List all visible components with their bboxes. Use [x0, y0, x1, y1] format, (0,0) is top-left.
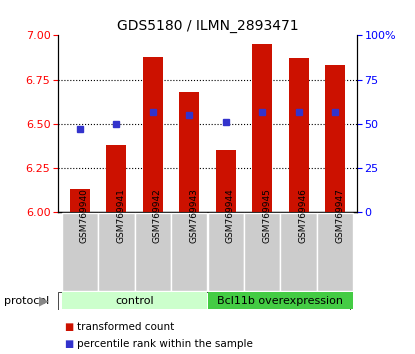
- Bar: [179, 92, 199, 212]
- Title: GDS5180 / ILMN_2893471: GDS5180 / ILMN_2893471: [117, 19, 298, 33]
- Text: GSM769943: GSM769943: [189, 188, 198, 243]
- FancyBboxPatch shape: [134, 213, 171, 291]
- FancyBboxPatch shape: [281, 213, 317, 291]
- FancyBboxPatch shape: [62, 213, 98, 291]
- FancyBboxPatch shape: [62, 292, 208, 309]
- Text: ▶: ▶: [39, 295, 49, 307]
- Text: GSM769940: GSM769940: [80, 188, 89, 243]
- FancyBboxPatch shape: [98, 213, 134, 291]
- Bar: [252, 44, 272, 212]
- Text: GSM769942: GSM769942: [153, 188, 162, 243]
- Bar: [325, 65, 345, 212]
- Text: protocol: protocol: [4, 296, 49, 306]
- Text: percentile rank within the sample: percentile rank within the sample: [77, 339, 253, 349]
- Text: ■: ■: [64, 339, 73, 349]
- Text: ■: ■: [64, 322, 73, 332]
- Text: Bcl11b overexpression: Bcl11b overexpression: [217, 296, 343, 306]
- Bar: [106, 145, 127, 212]
- Text: GSM769941: GSM769941: [116, 188, 125, 243]
- FancyBboxPatch shape: [171, 213, 208, 291]
- Text: GSM769944: GSM769944: [226, 188, 235, 243]
- Text: GSM769945: GSM769945: [262, 188, 271, 243]
- Text: GSM769946: GSM769946: [299, 188, 308, 243]
- Text: control: control: [115, 296, 154, 306]
- Text: transformed count: transformed count: [77, 322, 174, 332]
- Bar: [70, 189, 90, 212]
- Text: GSM769947: GSM769947: [335, 188, 344, 243]
- Bar: [216, 150, 236, 212]
- Bar: [288, 58, 309, 212]
- FancyBboxPatch shape: [317, 213, 353, 291]
- FancyBboxPatch shape: [208, 213, 244, 291]
- Bar: [143, 57, 163, 212]
- FancyBboxPatch shape: [208, 292, 353, 309]
- FancyBboxPatch shape: [244, 213, 281, 291]
